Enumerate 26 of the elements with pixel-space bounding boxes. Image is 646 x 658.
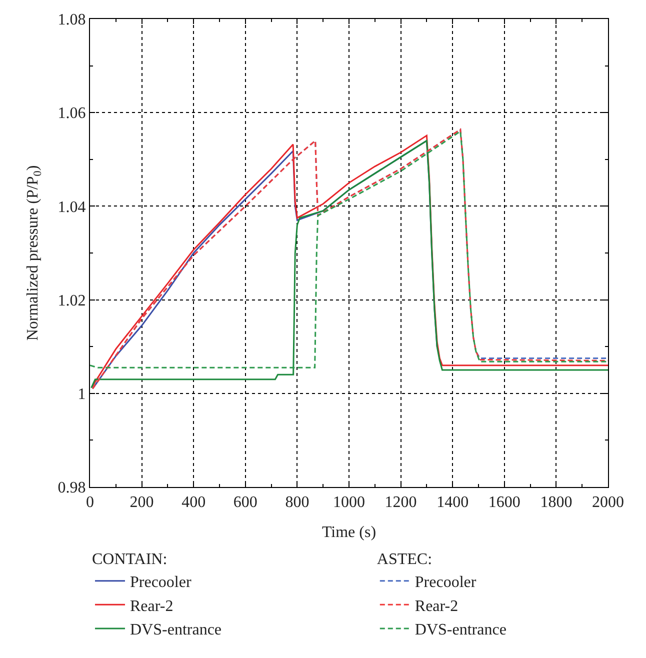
x-tick-label: 400 — [182, 494, 206, 512]
x-tick-label: 1600 — [488, 494, 520, 512]
text: ASTEC: — [376, 550, 432, 568]
legend-label: Rear-2 — [414, 598, 458, 615]
x-tick-label: 0 — [86, 494, 94, 512]
y-tick-label: 1 — [78, 386, 86, 403]
legend-label: Rear-2 — [130, 598, 174, 615]
y-tick-label: 1.08 — [58, 12, 86, 29]
x-tick-label: 2000 — [592, 494, 624, 512]
x-tick-label: 1400 — [436, 494, 469, 512]
legend-label: DVS-entrance — [130, 622, 222, 639]
legend-label: DVS-entrance — [414, 622, 506, 639]
x-tick-label: 1000 — [333, 494, 365, 512]
y-tick-label: 1.06 — [58, 105, 86, 122]
y-tick-label: 0.98 — [58, 480, 86, 497]
y-tick-label: 1.02 — [58, 292, 86, 310]
x-tick-label: 800 — [285, 494, 310, 512]
y-tick-label: 1.04 — [58, 198, 86, 216]
legend-label: Precooler — [414, 574, 477, 592]
text: CONTAIN: — [92, 550, 168, 568]
x-axis-title: Time (s) — [322, 524, 376, 541]
legend-label: Precooler — [130, 574, 192, 592]
x-tick-label: 200 — [130, 494, 154, 512]
x-tick-label: 600 — [233, 494, 258, 512]
x-tick-label: 1200 — [384, 494, 417, 512]
x-tick-label: 1800 — [540, 494, 572, 512]
